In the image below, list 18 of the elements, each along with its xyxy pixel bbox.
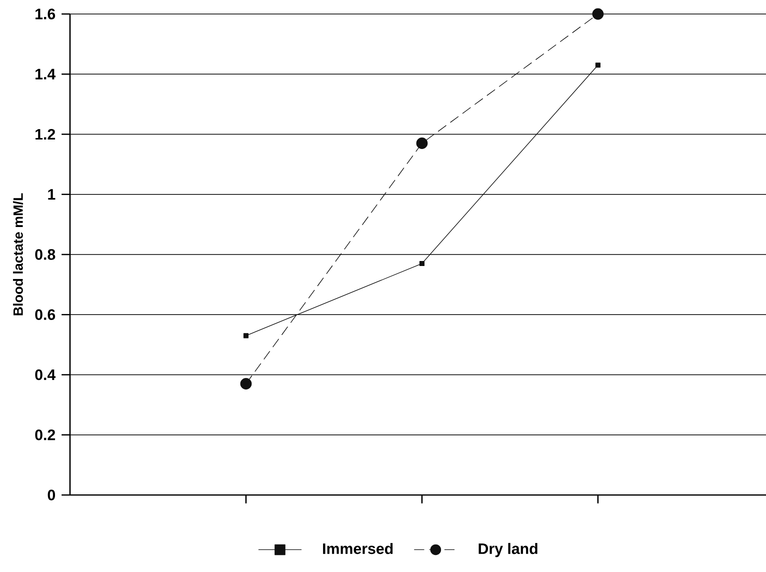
y-tick-label: 0.4 (35, 369, 56, 380)
point (240, 378, 252, 390)
y-axis-title: Blood lactate mM/L (13, 193, 24, 316)
y-tick-label: 0.6 (35, 309, 56, 320)
legend-label: Immersed (323, 542, 393, 554)
y-tick-label: 0.8 (35, 249, 56, 260)
point (595, 62, 600, 68)
y-tick-label: 1.2 (36, 128, 56, 140)
point (592, 8, 604, 20)
y-tick-label: 1 (48, 189, 56, 200)
point (243, 333, 249, 338)
point (419, 260, 424, 266)
y-tick-label: 1.4 (36, 68, 56, 80)
point (416, 138, 428, 149)
y-tick-label: 0.2 (35, 430, 56, 440)
y-tick-label: 1.6 (36, 8, 56, 20)
legend-label: Dry land (478, 542, 538, 558)
y-tick-label: 0 (48, 490, 56, 500)
